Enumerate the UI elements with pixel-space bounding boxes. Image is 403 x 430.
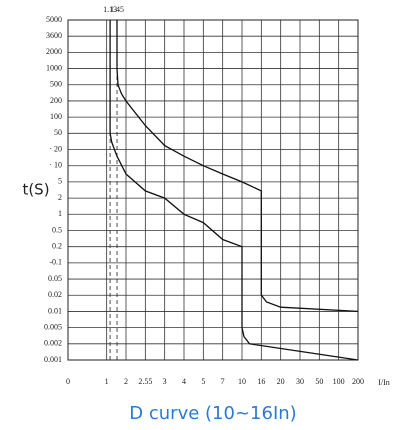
y-tick-label: 0.02 xyxy=(48,290,62,299)
chart-title: D curve (10~16In) xyxy=(129,403,296,424)
x-tick-label: 2.55 xyxy=(138,377,152,386)
y-tick-label: 2 xyxy=(58,193,62,202)
y-tick-label: 0.005 xyxy=(44,322,62,331)
x-tick-label: 7 xyxy=(221,377,225,386)
y-tick-label: 200 xyxy=(50,96,62,105)
x-tick-label: 10 xyxy=(238,377,246,386)
y-tick-label: · 10 xyxy=(49,161,62,170)
y-tick-label: 0.05 xyxy=(48,274,62,283)
y-tick-label: 0.002 xyxy=(44,339,62,348)
y-axis-label: t(S) xyxy=(22,181,49,199)
y-tick-label: · 20 xyxy=(49,144,62,153)
x-tick-label: 20 xyxy=(277,377,285,386)
x-tick-label: 1 xyxy=(105,377,109,386)
curve xyxy=(116,20,359,313)
x-tick-label: 30 xyxy=(296,377,304,386)
x-tick-label: 200 xyxy=(352,377,364,386)
y-tick-label: 0.001 xyxy=(44,355,62,364)
y-tick-label: 3600 xyxy=(46,31,62,40)
x-tick-label: 4 xyxy=(182,377,186,386)
y-tick-label: 5000 xyxy=(46,15,62,24)
y-tick-label: -0.1 xyxy=(49,258,62,267)
x-tick-label: 3 xyxy=(163,377,167,386)
x-tick-label: 0 xyxy=(66,377,70,386)
y-tick-label: 500 xyxy=(50,80,62,89)
x-tick-label: 50 xyxy=(315,377,323,386)
y-tick-label: 1 xyxy=(58,209,62,218)
y-tick-label: 0.01 xyxy=(48,306,62,315)
y-tick-label: 2000 xyxy=(46,47,62,56)
y-tick-label: 50 xyxy=(54,128,62,137)
marker-label: 1.45 xyxy=(110,5,124,14)
y-tick-label: 1000 xyxy=(46,63,62,72)
x-axis-label: I/In xyxy=(378,378,390,387)
curve xyxy=(109,20,359,361)
x-tick-label: 2 xyxy=(124,377,128,386)
marker-label: 1.13 xyxy=(103,5,117,14)
x-tick-label: 100 xyxy=(333,377,345,386)
x-tick-label: 16 xyxy=(257,377,265,386)
x-tick-label: 5 xyxy=(201,377,205,386)
plot-border xyxy=(67,19,359,361)
y-tick-label: 0.2 xyxy=(52,241,62,250)
y-tick-label: 100 xyxy=(50,112,62,121)
y-tick-label: 0.5 xyxy=(52,225,62,234)
y-tick-label: 5 xyxy=(58,177,62,186)
